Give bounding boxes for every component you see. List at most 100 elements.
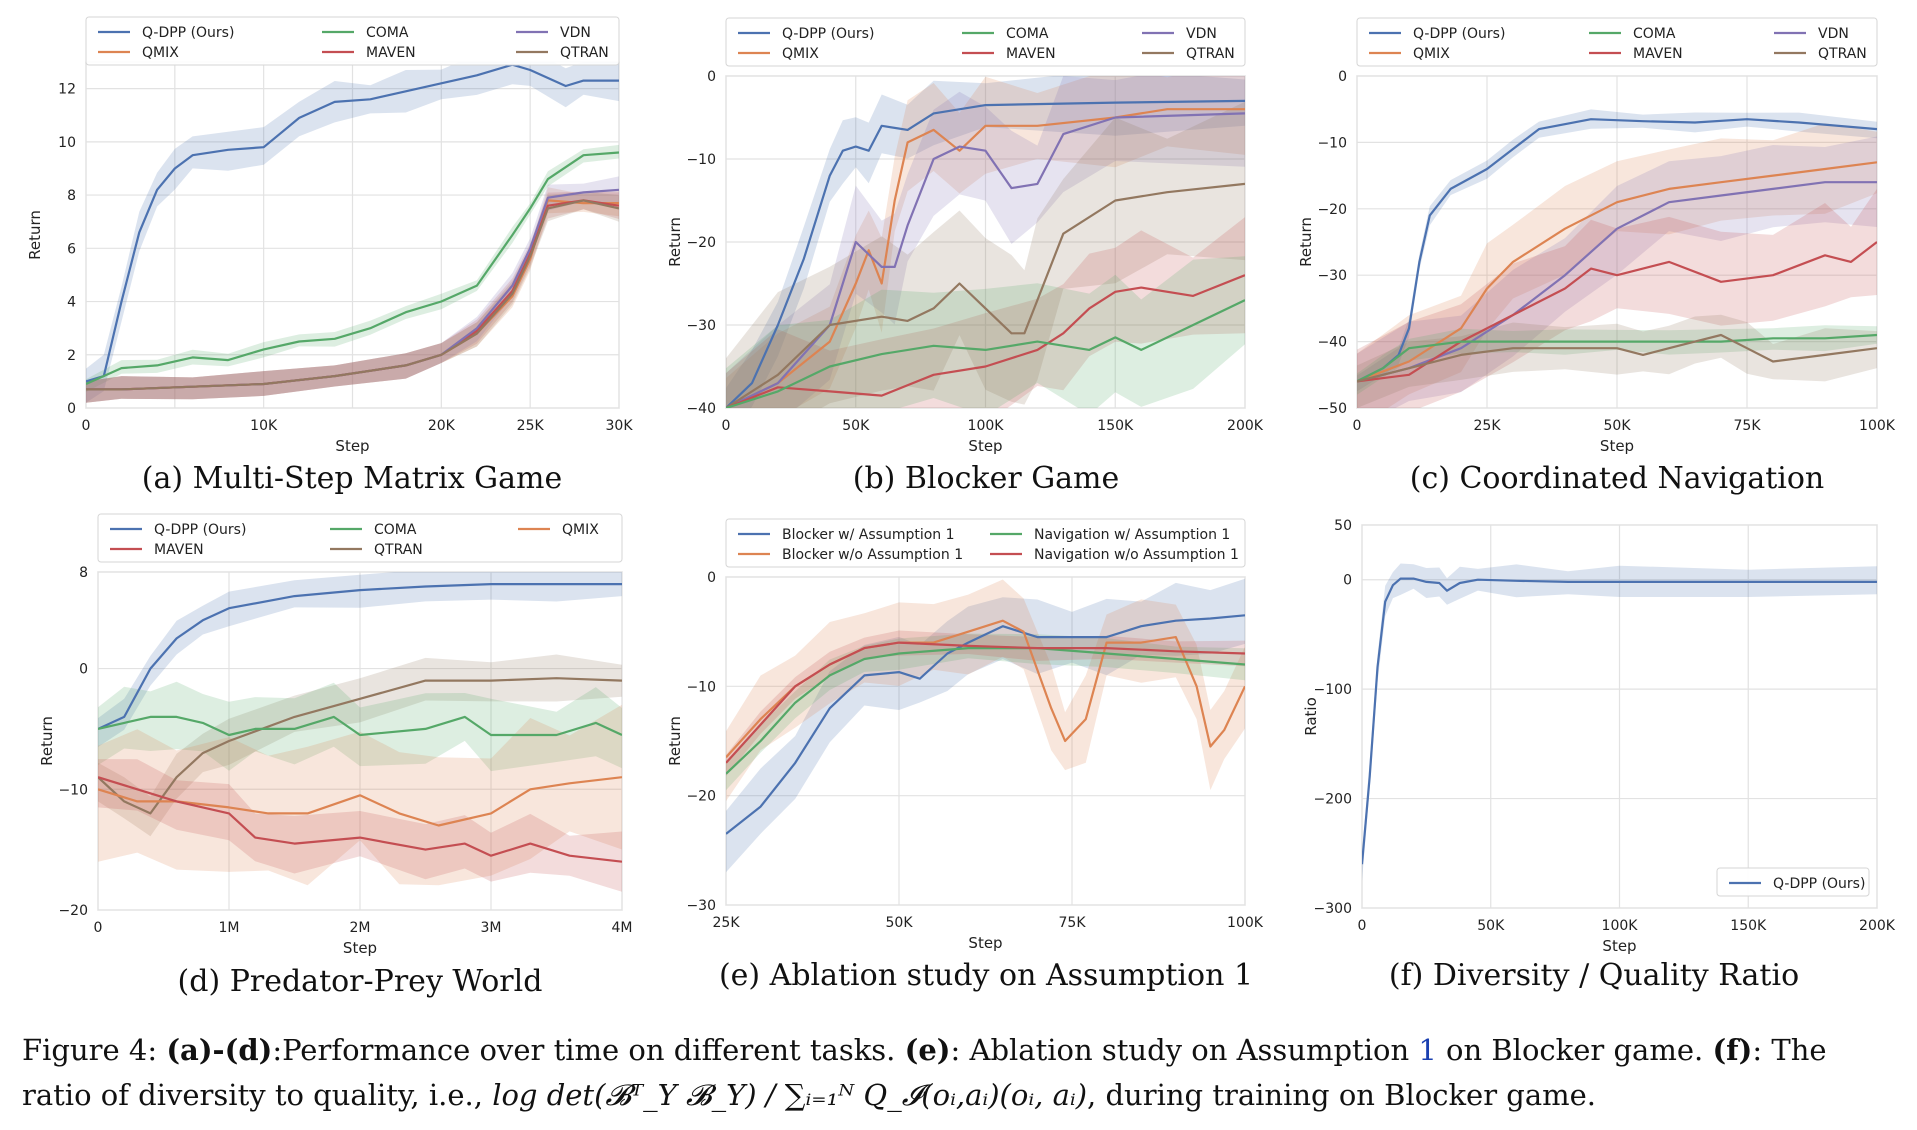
x-tick-label: 25K <box>1474 418 1502 434</box>
legend-label: Blocker w/o Assumption 1 <box>782 547 963 563</box>
x-axis-label: Step <box>343 939 377 957</box>
legend-label: QTRAN <box>560 45 609 61</box>
series-line <box>86 199 619 391</box>
y-tick-label: −100 <box>1314 682 1352 698</box>
series-group <box>86 62 619 403</box>
series-line <box>726 112 1245 408</box>
chart-subtitle: (d) Predator-Prey World <box>178 964 543 999</box>
series-line <box>86 63 619 383</box>
caption-f-label: (f) <box>1712 1033 1753 1067</box>
y-tick-label: 10 <box>58 135 76 151</box>
series-line <box>1357 181 1877 383</box>
series-line <box>726 108 1245 408</box>
confidence-band <box>1357 314 1877 408</box>
x-tick-label: 2M <box>350 920 371 936</box>
legend-label: Navigation w/o Assumption 1 <box>1034 547 1239 563</box>
y-tick-label: −50 <box>1317 401 1347 417</box>
chart-f: 0 50K 100K 150K 200K −300 −200 −100 0 50 Step Ratio… <box>1302 518 1896 993</box>
y-axis-label: Return <box>26 210 44 260</box>
x-tick-label: 0 <box>722 418 731 434</box>
y-tick-label: 2 <box>67 348 76 364</box>
y-tick-label: −300 <box>1314 901 1352 917</box>
confidence-band <box>726 630 1245 776</box>
x-axis-label: Step <box>968 437 1002 455</box>
caption-f-text-pre: : The ratio of diversity to quality, i.e… <box>22 1033 1827 1112</box>
y-tick-label: 8 <box>79 565 88 581</box>
legend-label: Q-DPP (Ours) <box>1413 26 1505 42</box>
x-tick-label: 100K <box>968 418 1005 434</box>
legend-label: QTRAN <box>374 542 423 558</box>
legend-label: QMIX <box>562 522 599 538</box>
y-tick-label: 4 <box>67 295 76 311</box>
series-line <box>1362 577 1877 865</box>
caption-e-ref[interactable]: 1 <box>1418 1033 1437 1067</box>
x-tick-label: 75K <box>1059 915 1087 931</box>
y-tick-label: −30 <box>1317 268 1347 284</box>
x-tick-label: 25K <box>713 915 741 931</box>
chart-subtitle: (e) Ablation study on Assumption 1 <box>719 958 1253 993</box>
y-axis-label: Return <box>1297 217 1315 267</box>
legend-label: QMIX <box>142 45 179 61</box>
confidence-band <box>726 76 1245 408</box>
chart-a: 0 10K 20K 25K 30K 0 2 4 6 8 10 12 Step Return Q-DPP (O… <box>26 16 634 496</box>
x-tick-label: 10K <box>250 418 278 434</box>
x-tick-label: 30K <box>606 418 634 434</box>
y-tick-label: −20 <box>686 235 716 251</box>
series-line <box>86 151 619 386</box>
y-tick-label: 0 <box>1338 69 1347 85</box>
x-tick-label: 200K <box>1859 918 1896 934</box>
y-tick-label: 12 <box>58 82 76 98</box>
series-group <box>726 76 1245 408</box>
legend-label: Q-DPP (Ours) <box>142 25 234 41</box>
series-group <box>1362 563 1877 881</box>
confidence-band <box>98 572 622 747</box>
confidence-band <box>1362 563 1877 881</box>
chart-subtitle: (f) Diversity / Quality Ratio <box>1389 958 1799 993</box>
legend: Q-DPP (Ours) COMA VDN QMIX MAVEN QTRAN <box>85 16 620 66</box>
confidence-band <box>726 633 1245 791</box>
legend: Q-DPP (Ours) COMA QMIX MAVEN QTRAN <box>97 513 623 563</box>
legend-label: COMA <box>1006 26 1049 42</box>
legend-label: VDN <box>560 25 591 41</box>
confidence-band <box>86 62 619 403</box>
legend-label: Q-DPP (Ours) <box>154 522 246 538</box>
legend: Q-DPP (Ours) COMA VDN QMIX MAVEN QTRAN <box>725 17 1246 67</box>
confidence-band <box>726 101 1245 408</box>
x-tick-label: 150K <box>1730 918 1767 934</box>
x-tick-label: 50K <box>886 915 914 931</box>
confidence-band <box>726 76 1245 408</box>
x-tick-label: 100K <box>1859 418 1896 434</box>
series-line <box>726 182 1245 408</box>
series-line <box>98 715 622 737</box>
x-tick-label: 3M <box>481 920 502 936</box>
legend: Q-DPP (Ours) <box>1716 867 1870 897</box>
y-tick-label: 8 <box>67 188 76 204</box>
series-line <box>726 274 1245 408</box>
x-axis-label: Step <box>1600 437 1634 455</box>
series-line <box>726 647 1245 775</box>
x-tick-label: 200K <box>1227 418 1264 434</box>
caption-e-text-pre: : Ablation study on Assumption <box>950 1033 1410 1067</box>
y-axis-label: Ratio <box>1302 697 1320 736</box>
series-line <box>726 614 1245 835</box>
caption-ad-label: (a)-(d) <box>166 1033 273 1067</box>
legend: Blocker w/ Assumption 1 Navigation w/ Ass… <box>725 518 1246 568</box>
legend-label: VDN <box>1186 26 1217 42</box>
legend-label: QTRAN <box>1186 46 1235 62</box>
confidence-band <box>98 759 622 892</box>
y-tick-label: 0 <box>707 69 716 85</box>
legend-label: COMA <box>1633 26 1676 42</box>
x-axis-label: Step <box>1602 937 1636 955</box>
series-line <box>1357 161 1877 383</box>
series-line <box>1357 333 1877 383</box>
y-axis-label: Return <box>38 716 56 766</box>
series-group <box>1357 109 1877 408</box>
legend-label: VDN <box>1818 26 1849 42</box>
legend-label: Navigation w/ Assumption 1 <box>1034 527 1230 543</box>
confidence-band <box>1357 136 1877 408</box>
x-tick-label: 50K <box>1477 918 1505 934</box>
series-group <box>98 572 622 892</box>
chart-d: 0 1M 2M 3M 4M −20 −10 0 8 Step Return Q-DPP (Ours) C… <box>38 513 633 999</box>
x-tick-label: 0 <box>94 920 103 936</box>
